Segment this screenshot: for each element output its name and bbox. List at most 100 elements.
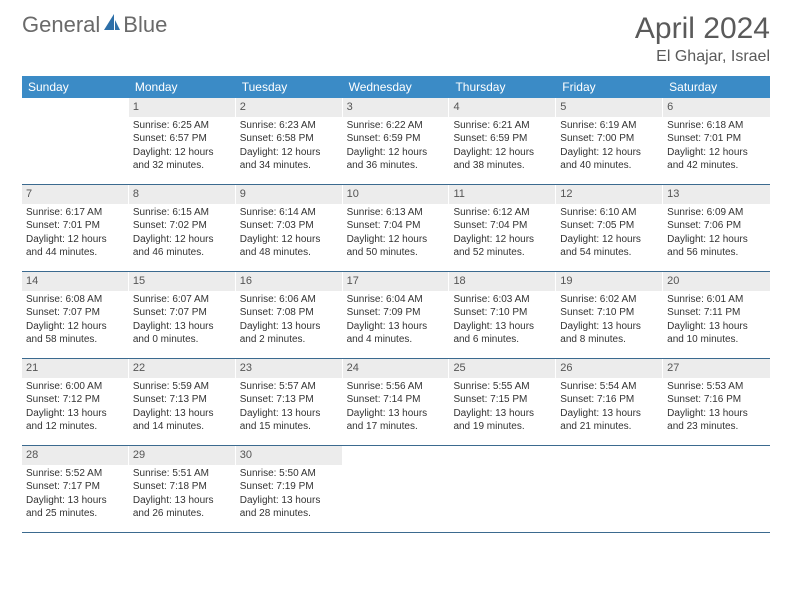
daylight-text: Daylight: 13 hours <box>453 320 552 334</box>
daylight-text: Daylight: 13 hours <box>133 320 232 334</box>
sunset-text: Sunset: 7:13 PM <box>240 393 339 407</box>
day-number: 19 <box>556 272 663 291</box>
sunrise-text: Sunrise: 6:18 AM <box>667 119 766 133</box>
day-number: 2 <box>236 98 343 117</box>
weekday-header: Monday <box>129 76 236 98</box>
day-body: Sunrise: 5:57 AMSunset: 7:13 PMDaylight:… <box>236 378 343 438</box>
day-body: Sunrise: 6:12 AMSunset: 7:04 PMDaylight:… <box>449 204 556 264</box>
day-number: 3 <box>343 98 450 117</box>
daylight-text: and 50 minutes. <box>347 246 446 260</box>
sunrise-text: Sunrise: 6:07 AM <box>133 293 232 307</box>
day-cell <box>663 446 770 532</box>
day-body <box>663 450 770 456</box>
daylight-text: and 32 minutes. <box>133 159 232 173</box>
daylight-text: Daylight: 13 hours <box>240 494 339 508</box>
week-row: 1Sunrise: 6:25 AMSunset: 6:57 PMDaylight… <box>22 98 770 185</box>
logo-text-part2: Blue <box>123 12 167 38</box>
daylight-text: and 36 minutes. <box>347 159 446 173</box>
location: El Ghajar, Israel <box>635 48 770 66</box>
daylight-text: and 25 minutes. <box>26 507 125 521</box>
sunset-text: Sunset: 7:10 PM <box>560 306 659 320</box>
day-body: Sunrise: 5:59 AMSunset: 7:13 PMDaylight:… <box>129 378 236 438</box>
daylight-text: and 28 minutes. <box>240 507 339 521</box>
day-cell: 1Sunrise: 6:25 AMSunset: 6:57 PMDaylight… <box>129 98 236 184</box>
day-body: Sunrise: 6:18 AMSunset: 7:01 PMDaylight:… <box>663 117 770 177</box>
daylight-text: and 6 minutes. <box>453 333 552 347</box>
day-body: Sunrise: 5:50 AMSunset: 7:19 PMDaylight:… <box>236 465 343 525</box>
day-number: 24 <box>343 359 450 378</box>
sunset-text: Sunset: 7:05 PM <box>560 219 659 233</box>
day-body: Sunrise: 6:14 AMSunset: 7:03 PMDaylight:… <box>236 204 343 264</box>
sunset-text: Sunset: 7:03 PM <box>240 219 339 233</box>
daylight-text: Daylight: 12 hours <box>26 233 125 247</box>
day-body: Sunrise: 6:03 AMSunset: 7:10 PMDaylight:… <box>449 291 556 351</box>
day-cell: 24Sunrise: 5:56 AMSunset: 7:14 PMDayligh… <box>343 359 450 445</box>
daylight-text: Daylight: 12 hours <box>347 146 446 160</box>
daylight-text: and 4 minutes. <box>347 333 446 347</box>
sunset-text: Sunset: 7:17 PM <box>26 480 125 494</box>
daylight-text: Daylight: 13 hours <box>26 494 125 508</box>
day-cell: 11Sunrise: 6:12 AMSunset: 7:04 PMDayligh… <box>449 185 556 271</box>
sunrise-text: Sunrise: 6:23 AM <box>240 119 339 133</box>
day-body: Sunrise: 6:06 AMSunset: 7:08 PMDaylight:… <box>236 291 343 351</box>
day-number: 27 <box>663 359 770 378</box>
daylight-text: and 12 minutes. <box>26 420 125 434</box>
weekday-header: Friday <box>556 76 663 98</box>
sunset-text: Sunset: 7:06 PM <box>667 219 766 233</box>
daylight-text: Daylight: 13 hours <box>133 407 232 421</box>
daylight-text: and 2 minutes. <box>240 333 339 347</box>
day-number: 10 <box>343 185 450 204</box>
day-cell: 25Sunrise: 5:55 AMSunset: 7:15 PMDayligh… <box>449 359 556 445</box>
sunrise-text: Sunrise: 6:14 AM <box>240 206 339 220</box>
daylight-text: and 58 minutes. <box>26 333 125 347</box>
sunset-text: Sunset: 7:16 PM <box>560 393 659 407</box>
day-cell: 27Sunrise: 5:53 AMSunset: 7:16 PMDayligh… <box>663 359 770 445</box>
sunrise-text: Sunrise: 5:52 AM <box>26 467 125 481</box>
daylight-text: Daylight: 12 hours <box>347 233 446 247</box>
sunset-text: Sunset: 7:16 PM <box>667 393 766 407</box>
day-cell <box>449 446 556 532</box>
daylight-text: Daylight: 13 hours <box>453 407 552 421</box>
daylight-text: Daylight: 13 hours <box>26 407 125 421</box>
day-number: 25 <box>449 359 556 378</box>
daylight-text: Daylight: 12 hours <box>240 146 339 160</box>
weekday-header: Thursday <box>449 76 556 98</box>
day-number: 20 <box>663 272 770 291</box>
day-cell: 14Sunrise: 6:08 AMSunset: 7:07 PMDayligh… <box>22 272 129 358</box>
daylight-text: Daylight: 13 hours <box>133 494 232 508</box>
daylight-text: and 8 minutes. <box>560 333 659 347</box>
day-number: 13 <box>663 185 770 204</box>
sunset-text: Sunset: 7:02 PM <box>133 219 232 233</box>
day-cell: 3Sunrise: 6:22 AMSunset: 6:59 PMDaylight… <box>343 98 450 184</box>
weekday-header: Saturday <box>663 76 770 98</box>
daylight-text: Daylight: 12 hours <box>453 233 552 247</box>
sunset-text: Sunset: 7:04 PM <box>453 219 552 233</box>
sunset-text: Sunset: 7:12 PM <box>26 393 125 407</box>
daylight-text: Daylight: 13 hours <box>240 320 339 334</box>
day-cell: 16Sunrise: 6:06 AMSunset: 7:08 PMDayligh… <box>236 272 343 358</box>
day-cell: 23Sunrise: 5:57 AMSunset: 7:13 PMDayligh… <box>236 359 343 445</box>
daylight-text: Daylight: 12 hours <box>667 233 766 247</box>
sunrise-text: Sunrise: 6:19 AM <box>560 119 659 133</box>
day-body: Sunrise: 6:19 AMSunset: 7:00 PMDaylight:… <box>556 117 663 177</box>
day-number: 9 <box>236 185 343 204</box>
sunrise-text: Sunrise: 6:08 AM <box>26 293 125 307</box>
sunset-text: Sunset: 7:11 PM <box>667 306 766 320</box>
daylight-text: and 15 minutes. <box>240 420 339 434</box>
day-cell: 18Sunrise: 6:03 AMSunset: 7:10 PMDayligh… <box>449 272 556 358</box>
sunset-text: Sunset: 7:08 PM <box>240 306 339 320</box>
sunset-text: Sunset: 7:00 PM <box>560 132 659 146</box>
day-body: Sunrise: 6:00 AMSunset: 7:12 PMDaylight:… <box>22 378 129 438</box>
sunset-text: Sunset: 7:13 PM <box>133 393 232 407</box>
day-cell: 8Sunrise: 6:15 AMSunset: 7:02 PMDaylight… <box>129 185 236 271</box>
day-cell: 29Sunrise: 5:51 AMSunset: 7:18 PMDayligh… <box>129 446 236 532</box>
daylight-text: Daylight: 12 hours <box>240 233 339 247</box>
daylight-text: Daylight: 13 hours <box>667 320 766 334</box>
day-cell: 10Sunrise: 6:13 AMSunset: 7:04 PMDayligh… <box>343 185 450 271</box>
week-row: 28Sunrise: 5:52 AMSunset: 7:17 PMDayligh… <box>22 446 770 533</box>
daylight-text: Daylight: 13 hours <box>560 407 659 421</box>
sunrise-text: Sunrise: 6:00 AM <box>26 380 125 394</box>
daylight-text: and 40 minutes. <box>560 159 659 173</box>
sunrise-text: Sunrise: 6:06 AM <box>240 293 339 307</box>
daylight-text: and 10 minutes. <box>667 333 766 347</box>
